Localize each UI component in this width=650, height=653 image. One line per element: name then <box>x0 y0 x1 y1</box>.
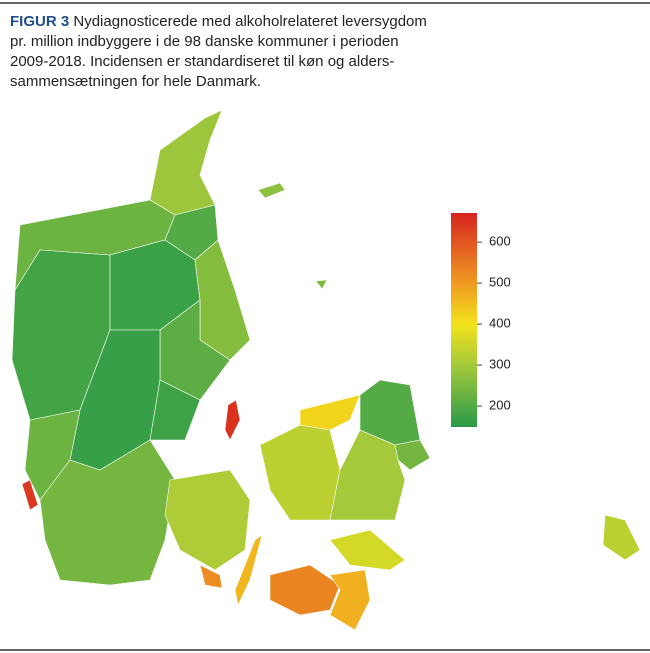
caption-line: sammensætningen for hele Danmark. <box>10 73 261 90</box>
figure-label: FIGUR 3 <box>10 13 70 30</box>
region <box>269 564 341 616</box>
region <box>257 182 286 199</box>
region <box>299 394 361 431</box>
region <box>234 534 263 606</box>
caption-line: 2009-2018. Incidensen er standardiseret … <box>10 53 395 70</box>
region <box>315 279 328 290</box>
colorbar-tick-label: 400 <box>489 316 511 331</box>
caption-line: FIGUR 3 Nydiagnosticerede med alkoholrel… <box>10 12 427 32</box>
region <box>21 479 39 511</box>
region <box>329 529 406 571</box>
region <box>149 109 223 216</box>
caption-line: pr. million indbyggere i de 98 danske ko… <box>10 33 399 50</box>
region <box>39 439 176 586</box>
region <box>164 469 251 571</box>
region <box>259 424 341 521</box>
caption: FIGUR 3 Nydiagnosticerede med alkoholrel… <box>10 12 427 92</box>
colorbar-tick-label: 300 <box>489 357 511 372</box>
region <box>199 564 223 589</box>
region <box>149 379 201 441</box>
caption-text: Nydiagnosticerede med alkoholrelateret l… <box>73 13 427 30</box>
regions <box>11 109 641 631</box>
region <box>394 439 431 471</box>
region <box>329 429 406 521</box>
colorbar-tick-label: 200 <box>489 398 511 413</box>
colorbar-tick-label: 600 <box>489 234 511 249</box>
colorbar <box>451 213 477 427</box>
region <box>602 514 641 561</box>
colorbar-tick-label: 500 <box>489 275 511 290</box>
region <box>329 569 371 631</box>
region <box>224 399 241 441</box>
